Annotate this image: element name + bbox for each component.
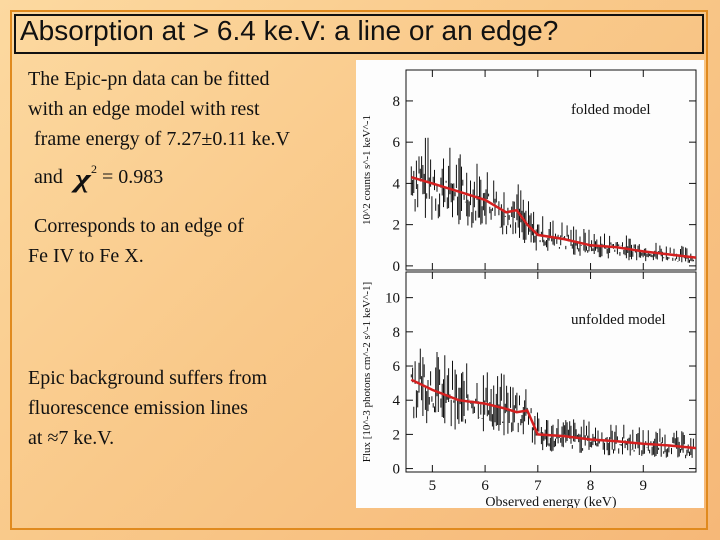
fit-energy-prefix: frame energy of 7.27 (34, 128, 202, 150)
y-tick-label: 6 (393, 135, 401, 151)
x-tick-label: 7 (534, 478, 542, 494)
edge-line-1: Corresponds to an edge of (34, 215, 244, 237)
slide-frame (10, 10, 708, 530)
y-axis-label: Flux [10^-3 photons cm^-2 s^-1 keV^-1] (361, 282, 373, 462)
fit-line-2: with an edge model with rest (28, 98, 260, 120)
panel-title: unfolded model (571, 312, 666, 328)
fit-line-3: frame energy of 7.27±0.11 ke.V (28, 124, 290, 154)
x-tick-label: 9 (640, 478, 648, 494)
data-trace (410, 348, 694, 459)
edge-line-2: Fe IV to Fe X. (28, 245, 144, 267)
fit-energy-suffix: 0.11 ke.V (212, 128, 290, 150)
y-tick-label: 4 (393, 393, 401, 409)
x-axis-label: Observed energy (keV) (485, 495, 616, 508)
y-tick-label: 0 (393, 259, 401, 275)
y-tick-label: 2 (393, 427, 401, 443)
paragraph-edge: Corresponds to an edge of Fe IV to Fe X. (28, 211, 244, 271)
at-text: at (28, 427, 43, 449)
model-line (410, 378, 697, 450)
title-box (14, 14, 704, 54)
x-tick-label: 8 (587, 478, 595, 494)
data-trace (410, 137, 694, 263)
y-tick-label: 10 (385, 291, 400, 307)
y-tick-label: 6 (393, 359, 401, 375)
and-text: and (34, 166, 63, 188)
paragraph-background: Epic background suffers from fluorescenc… (28, 363, 267, 453)
plot-frame (405, 271, 697, 473)
fit-line-1: The Epic-pn data can be fitted (28, 68, 270, 90)
y-tick-label: 4 (393, 176, 401, 192)
slide-title: Absorption at > 6.4 ke.V: a line or an e… (20, 15, 559, 46)
approx-symbol: ≈ (47, 427, 59, 449)
x-tick-label: 5 (429, 478, 437, 494)
plot-frame (405, 69, 697, 271)
paragraph-fit-result: The Epic-pn data can be fitted with an e… (28, 64, 290, 194)
background-line-2: fluorescence emission lines (28, 397, 248, 419)
spectrum-panel-2: 0 2 4 6 8 10 5 6 7 8 9 unfolded model Flux [10^-3 ph… (361, 271, 697, 508)
model-line (410, 176, 697, 259)
background-line-3: at ≈7 ke.V. (28, 423, 267, 453)
chi-value: = 0.983 (101, 166, 164, 188)
x-tick-label: 6 (481, 478, 489, 494)
chi-symbol: χ (75, 164, 91, 193)
chi-superscript: 2 (90, 162, 97, 176)
approx-energy: 7 ke.V. (58, 427, 115, 449)
background-line-1: Epic background suffers from (28, 367, 268, 389)
y-tick-label: 0 (393, 462, 401, 478)
plus-minus-symbol: ± (201, 128, 213, 150)
y-tick-label: 8 (393, 94, 401, 110)
y-tick-label: 8 (393, 325, 401, 341)
y-tick-label: 2 (393, 218, 401, 234)
spectrum-plots-svg: 0 2 4 6 8 folded model 10^2 counts s^-1 keV^-1… (361, 69, 697, 508)
fit-line-4: and χ2 = 0.983 (28, 154, 290, 194)
y-axis-label: 10^2 counts s^-1 keV^-1 (361, 115, 373, 225)
spectrum-panel-1: 0 2 4 6 8 folded model 10^2 counts s^-1 keV^-1 (361, 69, 697, 275)
panel-title: folded model (571, 102, 651, 118)
spectrum-figure: 0 2 4 6 8 folded model 10^2 counts s^-1 keV^-1… (356, 60, 704, 508)
